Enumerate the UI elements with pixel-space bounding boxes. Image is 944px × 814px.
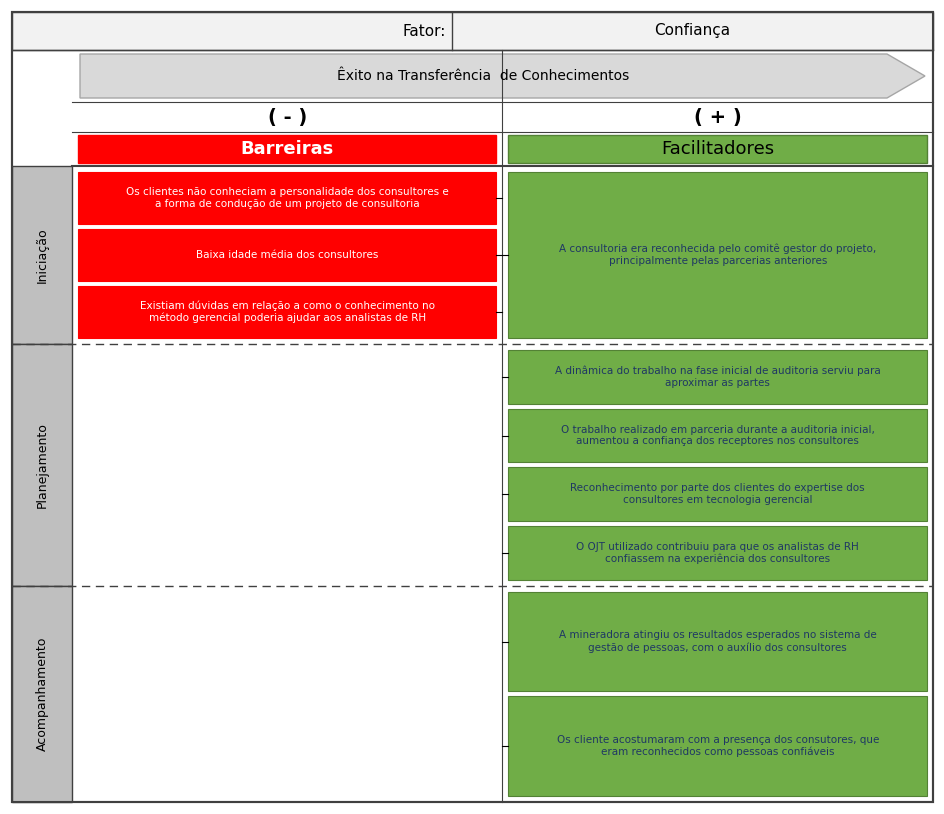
Bar [78,286,496,338]
Bar [508,409,926,462]
Bar [508,697,926,796]
Bar [12,344,72,586]
Text: Confiança: Confiança [654,24,730,38]
Bar [508,172,926,338]
Text: Acompanhamento: Acompanhamento [36,637,48,751]
Text: Barreiras: Barreiras [241,140,333,158]
Text: Os clientes não conheciam a personalidade dos consultores e
a forma de condução : Os clientes não conheciam a personalidad… [126,187,448,209]
Text: Facilitadores: Facilitadores [661,140,773,158]
Bar [12,166,72,344]
Bar [78,229,496,281]
Bar [508,526,926,580]
Bar [78,135,496,163]
Bar [12,586,72,802]
Text: A mineradora atingiu os resultados esperados no sistema de
gestão de pessoas, co: A mineradora atingiu os resultados esper… [558,631,876,653]
Polygon shape [80,54,924,98]
Text: ( + ): ( + ) [693,107,741,126]
Text: Baixa idade média dos consultores: Baixa idade média dos consultores [195,250,378,260]
Bar [508,592,926,691]
Text: A dinâmica do trabalho na fase inicial de auditoria serviu para
aproximar as par: A dinâmica do trabalho na fase inicial d… [554,365,880,388]
Text: Reconhecimento por parte dos clientes do expertise dos
consultores em tecnologia: Reconhecimento por parte dos clientes do… [570,484,864,505]
Bar [508,467,926,521]
Bar [508,350,926,404]
Text: Os cliente acostumaram com a presença dos consutores, que
eram reconhecidos como: Os cliente acostumaram com a presença do… [556,735,878,757]
Bar [508,135,926,163]
Bar [12,12,932,50]
Text: O OJT utilizado contribuiu para que os analistas de RH
confiassem na experiência: O OJT utilizado contribuiu para que os a… [576,542,858,564]
Text: Iniciação: Iniciação [36,227,48,282]
Text: Planejamento: Planejamento [36,422,48,508]
Text: Existiam dúvidas em relação a como o conhecimento no
método gerencial poderia aj: Existiam dúvidas em relação a como o con… [140,300,434,323]
Bar [78,172,496,224]
Text: A consultoria era reconhecida pelo comitê gestor do projeto,
principalmente pela: A consultoria era reconhecida pelo comit… [559,244,875,266]
Text: Fator:: Fator: [402,24,446,38]
Text: O trabalho realizado em parceria durante a auditoria inicial,
aumentou a confian: O trabalho realizado em parceria durante… [560,425,874,446]
Text: ( - ): ( - ) [267,107,307,126]
Text: Êxito na Transferência  de Conhecimentos: Êxito na Transferência de Conhecimentos [337,69,629,83]
